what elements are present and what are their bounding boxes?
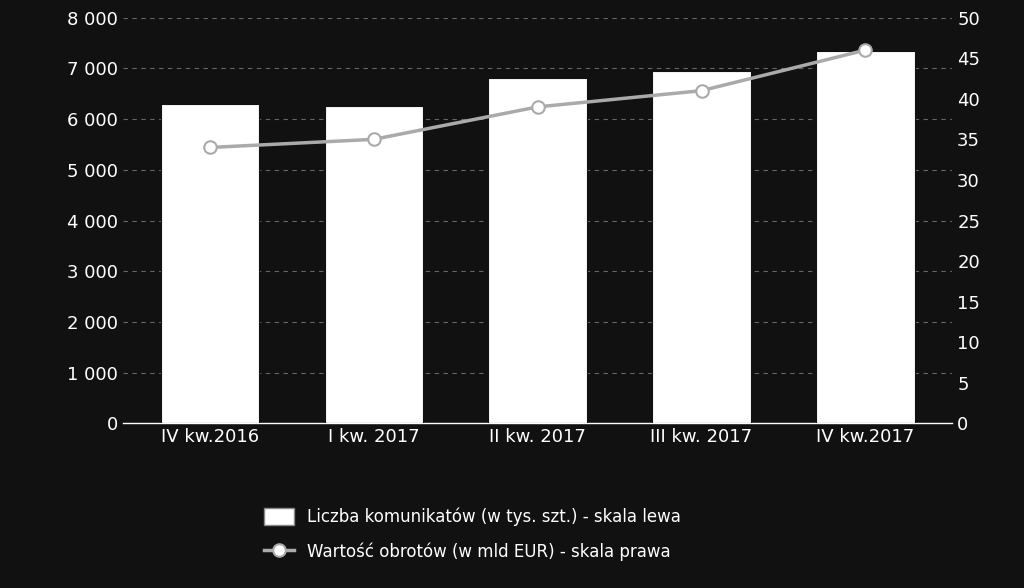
Bar	[488, 78, 587, 423]
Legend: Liczba komunikatów (w tys. szt.) - skala lewa, Wartość obrotów (w mld EUR) - ska: Liczba komunikatów (w tys. szt.) - skala…	[256, 499, 689, 569]
Bar	[161, 104, 259, 423]
Bar	[816, 51, 914, 423]
Bar	[325, 106, 423, 423]
Bar	[652, 71, 751, 423]
